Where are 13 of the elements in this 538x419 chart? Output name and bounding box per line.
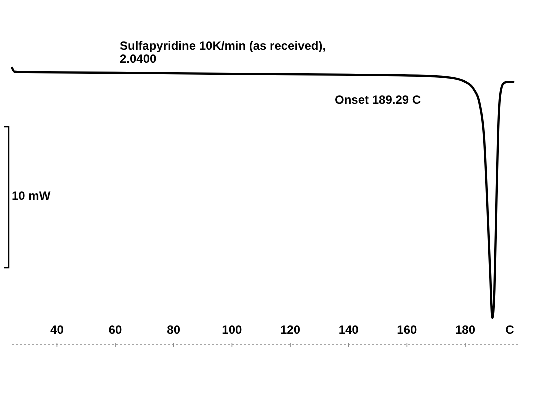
x-tick-label: 120 xyxy=(280,323,301,337)
chart-title: Sulfapyridine 10K/min (as received), xyxy=(120,39,326,53)
x-tick-label: 100 xyxy=(222,323,243,337)
x-tick-label: 60 xyxy=(108,323,123,337)
x-tick-label: 180 xyxy=(455,323,476,337)
x-tick-label: 40 xyxy=(50,323,64,337)
annotation: 10 mW xyxy=(12,189,52,203)
annotation: Onset 189.29 C xyxy=(335,93,422,107)
x-tick-label: 140 xyxy=(338,323,360,337)
x-tick-label: 160 xyxy=(397,323,418,337)
x-tick-label: 80 xyxy=(167,323,181,337)
x-axis-title: C xyxy=(506,323,515,337)
chart-subtitle: 2.0400 xyxy=(120,52,158,66)
